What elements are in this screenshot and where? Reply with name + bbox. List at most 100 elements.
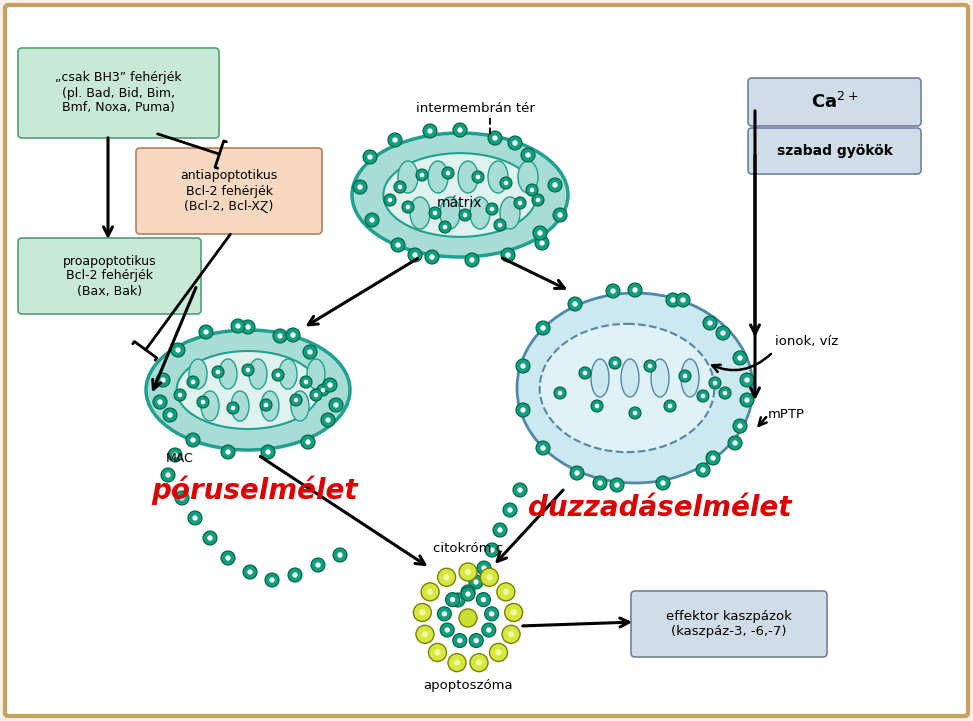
Circle shape: [300, 376, 312, 388]
Circle shape: [494, 219, 506, 231]
Circle shape: [461, 587, 475, 601]
Circle shape: [163, 408, 177, 422]
Circle shape: [744, 377, 749, 383]
Ellipse shape: [398, 161, 418, 193]
Circle shape: [493, 523, 507, 537]
Circle shape: [156, 373, 170, 387]
FancyBboxPatch shape: [5, 5, 968, 716]
Circle shape: [508, 136, 522, 150]
Circle shape: [413, 252, 417, 257]
Circle shape: [489, 643, 508, 661]
Circle shape: [513, 141, 518, 146]
Circle shape: [459, 609, 477, 627]
Circle shape: [448, 654, 466, 672]
Circle shape: [245, 324, 251, 329]
Circle shape: [568, 297, 582, 311]
Circle shape: [197, 396, 209, 408]
Circle shape: [701, 467, 705, 473]
Circle shape: [277, 333, 283, 339]
Circle shape: [470, 654, 488, 672]
Ellipse shape: [488, 161, 508, 193]
Circle shape: [408, 248, 422, 262]
Circle shape: [266, 449, 270, 455]
Circle shape: [537, 230, 543, 236]
Circle shape: [416, 625, 434, 643]
Circle shape: [516, 359, 530, 373]
Circle shape: [384, 194, 396, 206]
Text: Ca$^{2+}$: Ca$^{2+}$: [811, 92, 858, 112]
Circle shape: [461, 585, 475, 599]
Ellipse shape: [352, 133, 568, 257]
Circle shape: [455, 597, 460, 603]
Circle shape: [553, 182, 558, 187]
Ellipse shape: [383, 153, 537, 237]
Circle shape: [680, 297, 686, 303]
Circle shape: [168, 448, 182, 462]
Circle shape: [486, 627, 491, 632]
Circle shape: [301, 435, 315, 449]
Circle shape: [536, 441, 550, 455]
Circle shape: [485, 543, 499, 557]
Circle shape: [540, 446, 546, 451]
Circle shape: [231, 319, 245, 333]
Circle shape: [723, 391, 727, 395]
Circle shape: [476, 174, 481, 180]
Text: „csak BH3” fehérjék
(pl. Bad, Bid, Bim,
Bmf, Noxa, Puma): „csak BH3” fehérjék (pl. Bad, Bid, Bim, …: [54, 71, 181, 115]
Ellipse shape: [261, 391, 279, 421]
Circle shape: [719, 387, 731, 399]
Circle shape: [738, 423, 742, 429]
Circle shape: [398, 185, 402, 190]
Circle shape: [286, 328, 300, 342]
Ellipse shape: [591, 359, 609, 397]
Circle shape: [290, 332, 296, 337]
Circle shape: [740, 373, 754, 387]
Circle shape: [243, 565, 257, 579]
Circle shape: [656, 476, 670, 490]
Circle shape: [221, 445, 235, 459]
Circle shape: [392, 137, 398, 143]
Circle shape: [481, 597, 486, 602]
Ellipse shape: [458, 161, 478, 193]
Circle shape: [477, 593, 490, 606]
Circle shape: [191, 438, 196, 443]
Circle shape: [422, 631, 428, 637]
Circle shape: [632, 288, 637, 293]
Circle shape: [226, 555, 231, 561]
Circle shape: [459, 563, 477, 581]
Ellipse shape: [651, 359, 669, 397]
Circle shape: [391, 238, 405, 252]
Circle shape: [482, 623, 496, 637]
Ellipse shape: [518, 161, 538, 193]
Circle shape: [485, 607, 498, 621]
Circle shape: [476, 660, 483, 665]
Circle shape: [242, 364, 254, 376]
Circle shape: [172, 452, 178, 458]
Circle shape: [387, 198, 392, 203]
Circle shape: [629, 407, 641, 419]
Circle shape: [738, 355, 742, 360]
Circle shape: [474, 638, 479, 643]
Circle shape: [610, 288, 616, 293]
Circle shape: [701, 394, 705, 398]
Circle shape: [273, 329, 287, 343]
Circle shape: [553, 208, 567, 222]
Circle shape: [446, 593, 459, 606]
Ellipse shape: [201, 391, 219, 421]
Circle shape: [497, 583, 515, 601]
Circle shape: [416, 169, 428, 181]
Circle shape: [307, 350, 312, 355]
Circle shape: [261, 445, 275, 459]
Circle shape: [161, 468, 175, 482]
Circle shape: [174, 389, 186, 401]
Circle shape: [733, 441, 738, 446]
Circle shape: [486, 574, 492, 580]
Circle shape: [333, 548, 347, 562]
Circle shape: [540, 325, 546, 331]
Circle shape: [518, 200, 523, 205]
Circle shape: [614, 482, 620, 487]
Circle shape: [465, 253, 479, 267]
Circle shape: [536, 198, 540, 203]
Ellipse shape: [410, 197, 430, 229]
Circle shape: [429, 207, 441, 219]
Circle shape: [395, 242, 401, 247]
